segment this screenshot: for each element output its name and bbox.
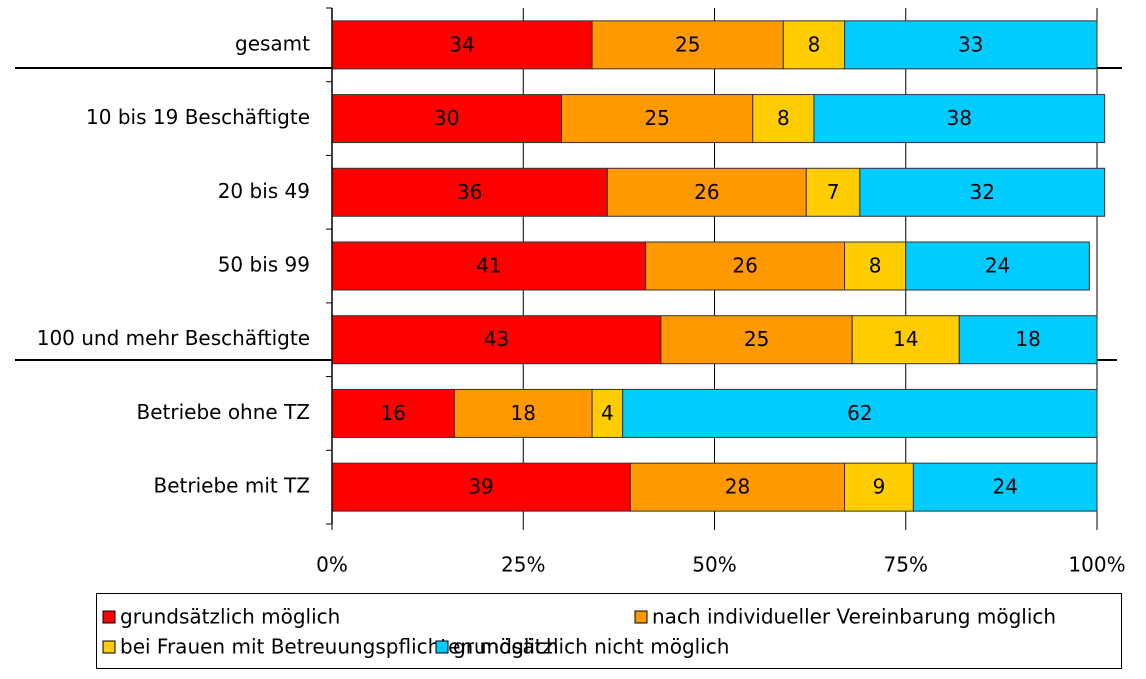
data-label: 43	[484, 327, 509, 351]
y-tick-label: 100 und mehr Beschäftigte	[37, 326, 310, 350]
data-label: 25	[644, 106, 669, 130]
data-label: 33	[958, 32, 983, 56]
data-label: 38	[947, 106, 972, 130]
legend-swatch	[102, 610, 116, 624]
bar-segment	[844, 20, 1098, 70]
y-tick-label: 10 bis 19 Beschäftigte	[86, 105, 310, 129]
data-label: 16	[380, 401, 405, 425]
x-tick-label: 100%	[1068, 553, 1125, 577]
bar-segment	[622, 388, 1098, 438]
y-tick-label: Betriebe ohne TZ	[137, 400, 310, 424]
data-label: 34	[449, 32, 474, 56]
bar-segment	[782, 20, 846, 70]
bar-segment	[331, 20, 593, 70]
bar-segment	[331, 388, 455, 438]
x-tick-label: 75%	[884, 553, 928, 577]
bar-segment	[591, 20, 784, 70]
bar-segment	[958, 315, 1098, 365]
legend-label: bei Frauen mit Betreuungspflichten mögli…	[120, 635, 559, 659]
bar-segment	[331, 315, 662, 365]
bar-segment	[905, 241, 1090, 291]
data-label: 39	[468, 475, 493, 499]
legend-label: grundsätzlich möglich	[120, 605, 340, 629]
data-label: 26	[694, 180, 719, 204]
data-label: 7	[827, 180, 840, 204]
legend-swatch	[102, 640, 116, 654]
data-label: 26	[732, 254, 757, 278]
data-label: 62	[847, 401, 872, 425]
data-label: 36	[457, 180, 482, 204]
y-tick-label: Betriebe mit TZ	[154, 474, 310, 498]
bar-segment	[331, 167, 608, 217]
data-label: 41	[476, 254, 501, 278]
data-label: 28	[725, 475, 750, 499]
data-label: 4	[601, 401, 614, 425]
x-tick-label: 25%	[501, 553, 545, 577]
legend-label: nach individueller Vereinbarung möglich	[652, 605, 1056, 629]
data-label: 24	[985, 254, 1010, 278]
legend-swatch	[634, 610, 648, 624]
data-label: 18	[1015, 327, 1040, 351]
legend-box	[96, 593, 1122, 669]
x-tick-label: 0%	[316, 553, 348, 577]
bar-segment	[851, 315, 960, 365]
data-label: 8	[777, 106, 790, 130]
data-label: 25	[744, 327, 769, 351]
bar-segment	[813, 94, 1106, 144]
bar-segment	[629, 462, 846, 512]
data-label: 14	[893, 327, 918, 351]
bar-segment	[331, 94, 562, 144]
y-tick-label: 20 bis 49	[218, 179, 310, 203]
data-label: 24	[992, 475, 1017, 499]
x-tick-label: 50%	[692, 553, 736, 577]
bar-segment	[912, 462, 1098, 512]
y-tick-label: 50 bis 99	[218, 253, 310, 277]
data-label: 8	[869, 254, 882, 278]
data-label: 25	[675, 32, 700, 56]
bar-segment	[606, 167, 807, 217]
bar-segment	[331, 241, 647, 291]
bar-segment	[859, 167, 1106, 217]
data-label: 8	[808, 32, 821, 56]
data-label: 9	[873, 475, 886, 499]
y-tick-label: gesamt	[235, 31, 310, 55]
legend-label: grundsätzlich nicht möglich	[453, 635, 729, 659]
bar-segment	[645, 241, 846, 291]
bar-segment	[561, 94, 754, 144]
data-label: 30	[434, 106, 459, 130]
legend-swatch	[435, 640, 449, 654]
bar-segment	[844, 241, 907, 291]
bar-segment	[591, 388, 624, 438]
data-label: 32	[970, 180, 995, 204]
data-label: 18	[511, 401, 536, 425]
